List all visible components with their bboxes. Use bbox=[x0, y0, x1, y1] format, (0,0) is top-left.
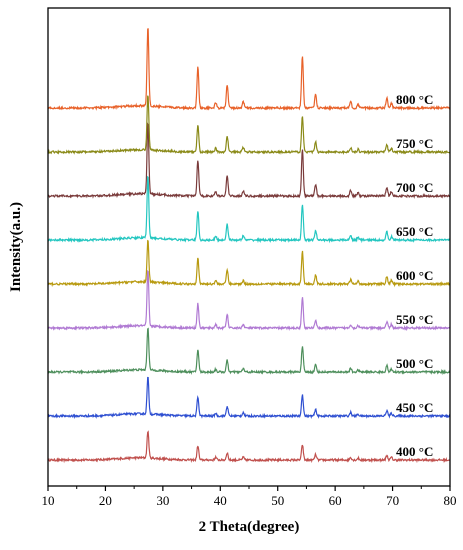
series-line bbox=[47, 376, 451, 420]
x-axis-title: 2 Theta(degree) bbox=[199, 519, 300, 535]
x-tick-label: 10 bbox=[42, 493, 55, 508]
series-label: 550 °C bbox=[396, 312, 433, 327]
x-tick-label: 30 bbox=[156, 493, 169, 508]
x-tick-label: 40 bbox=[214, 493, 227, 508]
series-label: 750 °C bbox=[396, 136, 433, 151]
x-tick-label: 60 bbox=[329, 493, 342, 508]
series-label: 800 °C bbox=[396, 92, 433, 107]
x-tick-label: 70 bbox=[386, 493, 399, 508]
y-axis-title: Intensity(a.u.) bbox=[8, 202, 24, 292]
series-line bbox=[47, 327, 451, 376]
series-traces bbox=[47, 28, 451, 464]
series-label: 650 °C bbox=[396, 224, 433, 239]
series-label: 700 °C bbox=[396, 180, 433, 195]
series-line bbox=[47, 239, 451, 288]
series-label: 400 °C bbox=[396, 444, 433, 459]
series-label: 600 °C bbox=[396, 268, 433, 283]
x-axis-ticks: 10 20 30 40 50 60 70 80 bbox=[42, 486, 457, 508]
x-tick-label: 80 bbox=[444, 493, 457, 508]
series-line bbox=[47, 175, 451, 244]
series-line bbox=[47, 430, 451, 464]
x-tick-label: 20 bbox=[99, 493, 112, 508]
series-line bbox=[47, 95, 451, 156]
series-line bbox=[47, 269, 451, 332]
series-labels: 400 °C 450 °C 500 °C 550 °C 600 °C 650 °C 700 … bbox=[396, 92, 433, 459]
x-tick-label: 50 bbox=[271, 493, 284, 508]
series-label: 450 °C bbox=[396, 400, 433, 415]
series-line bbox=[47, 121, 451, 200]
series-label: 500 °C bbox=[396, 356, 433, 371]
series-line bbox=[47, 28, 451, 112]
